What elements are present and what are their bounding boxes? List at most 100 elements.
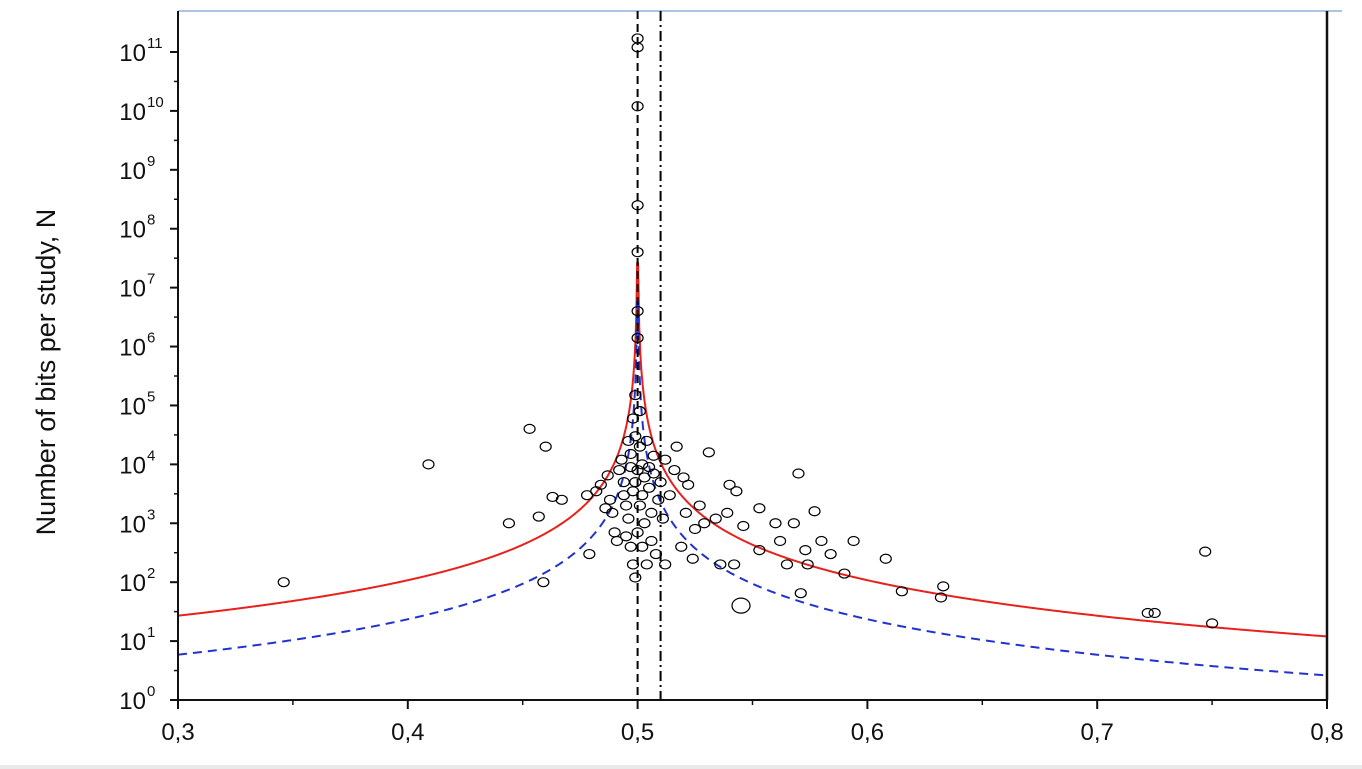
data-point bbox=[937, 581, 950, 592]
data-point bbox=[629, 389, 642, 401]
bottom-strip bbox=[0, 765, 1362, 769]
data-point bbox=[633, 441, 647, 452]
data-point bbox=[606, 507, 619, 519]
model-curves bbox=[177, 262, 1328, 677]
x-tick-label: 0,7 bbox=[1081, 719, 1114, 746]
x-tick-label: 0,5 bbox=[621, 719, 654, 746]
data-point bbox=[737, 520, 750, 532]
data-point bbox=[645, 535, 658, 547]
data-point bbox=[502, 518, 516, 529]
data-point bbox=[663, 490, 676, 501]
data-point bbox=[615, 454, 628, 465]
data-point bbox=[688, 523, 702, 535]
data-point bbox=[523, 423, 536, 434]
data-point bbox=[895, 586, 908, 597]
data-point bbox=[539, 441, 552, 452]
data-point bbox=[613, 464, 626, 476]
y-tick-exponent: 1 bbox=[147, 624, 155, 641]
data-point bbox=[723, 479, 736, 490]
data-point bbox=[801, 559, 814, 570]
data-point bbox=[624, 461, 637, 473]
data-point bbox=[1199, 546, 1212, 557]
data-point bbox=[714, 559, 727, 570]
data-point bbox=[780, 559, 794, 570]
data-point bbox=[652, 494, 665, 505]
y-tick-base: 10 bbox=[119, 335, 146, 362]
data-point bbox=[730, 486, 743, 497]
data-point bbox=[633, 500, 647, 511]
data-points bbox=[277, 33, 1219, 629]
y-tick-label: 10 bbox=[119, 276, 146, 303]
data-point bbox=[629, 572, 642, 583]
y-tick-exponent: 8 bbox=[147, 212, 155, 229]
data-point bbox=[626, 559, 640, 570]
data-point bbox=[622, 513, 635, 524]
data-point bbox=[675, 541, 688, 552]
data-point bbox=[647, 468, 660, 479]
data-point bbox=[649, 548, 663, 560]
data-point bbox=[645, 507, 658, 519]
blue-dashed-curve bbox=[637, 301, 1328, 677]
data-point bbox=[668, 464, 681, 476]
data-point bbox=[879, 553, 892, 564]
data-point bbox=[610, 535, 624, 547]
data-point bbox=[640, 435, 653, 447]
y-tick-label: 10 bbox=[119, 629, 146, 656]
data-point bbox=[838, 568, 851, 579]
data-point bbox=[631, 101, 644, 112]
data-point bbox=[631, 200, 644, 211]
y-axis-label: Number of bits per study, N bbox=[31, 209, 61, 536]
x-ticks: 0,3 0,4 0,5 0,6 0,7 0,8 bbox=[161, 700, 1344, 746]
data-point bbox=[1141, 607, 1154, 619]
x-tick-label: 0,6 bbox=[851, 719, 884, 746]
data-point bbox=[603, 494, 617, 505]
data-point bbox=[659, 559, 672, 570]
y-tick-label: 10 bbox=[119, 335, 146, 362]
y-tick-exponent: 4 bbox=[147, 447, 155, 464]
y-tick-label: 10 bbox=[119, 452, 146, 479]
data-point bbox=[537, 577, 550, 588]
data-point bbox=[686, 553, 699, 564]
data-point bbox=[815, 535, 828, 547]
data-point bbox=[642, 482, 656, 493]
data-point bbox=[620, 531, 633, 542]
y-tick-exponent: 11 bbox=[147, 35, 163, 52]
y-tick-exponent: 6 bbox=[147, 330, 155, 347]
data-point bbox=[728, 559, 741, 570]
data-point bbox=[620, 500, 633, 511]
y-tick-exponent: 2 bbox=[147, 565, 155, 582]
data-point bbox=[693, 500, 706, 511]
data-point bbox=[794, 588, 807, 599]
data-point bbox=[753, 545, 766, 556]
data-point bbox=[631, 464, 644, 476]
y-tick-exponent: 0 bbox=[147, 683, 155, 700]
data-point bbox=[631, 247, 644, 258]
y-tick-label: 10 bbox=[119, 40, 146, 67]
data-point bbox=[1148, 607, 1161, 619]
red-solid-curve bbox=[177, 262, 639, 617]
y-tick-label: 10 bbox=[119, 393, 146, 420]
y-tick-base: 10 bbox=[119, 217, 146, 244]
y-tick-base: 10 bbox=[119, 452, 146, 479]
x-tick-label: 0,8 bbox=[1310, 719, 1343, 746]
data-point bbox=[647, 450, 660, 461]
data-point bbox=[631, 305, 644, 317]
y-tick-base: 10 bbox=[119, 629, 146, 656]
data-point bbox=[626, 413, 640, 424]
data-point bbox=[792, 468, 805, 479]
data-point bbox=[594, 479, 607, 490]
y-tick-label: 10 bbox=[119, 511, 146, 538]
data-point bbox=[624, 448, 637, 460]
data-point bbox=[698, 518, 711, 529]
data-point bbox=[670, 441, 683, 452]
reference-lines bbox=[636, 11, 662, 700]
y-tick-base: 10 bbox=[119, 393, 146, 420]
data-point bbox=[601, 470, 614, 481]
x-tick-label: 0,4 bbox=[391, 719, 424, 746]
y-tick-exponent: 7 bbox=[147, 271, 155, 288]
data-point bbox=[422, 459, 435, 470]
data-point bbox=[277, 577, 290, 588]
